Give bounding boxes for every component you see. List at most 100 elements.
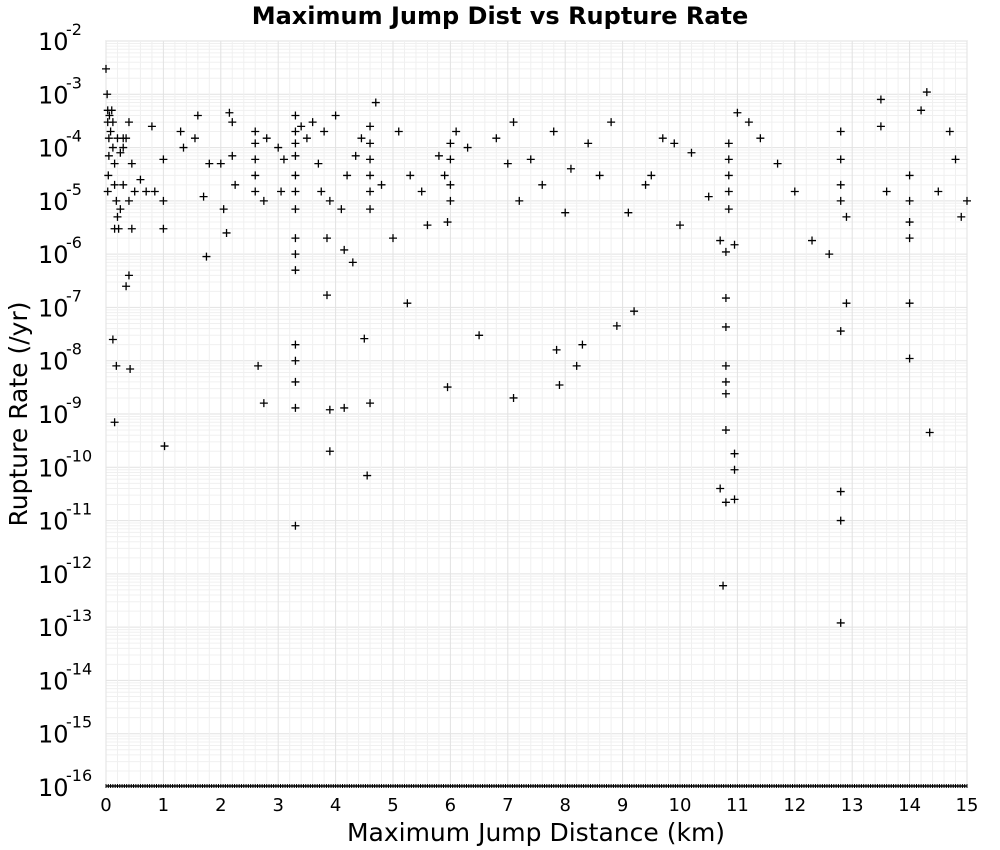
y-tick-label: 10: [38, 81, 69, 109]
y-tick-label: 10: [38, 188, 69, 216]
data-point: [670, 139, 679, 148]
data-point: [124, 196, 133, 205]
data-point: [159, 155, 168, 164]
data-point: [366, 139, 375, 148]
data-point: [366, 187, 375, 196]
data-point: [102, 64, 110, 73]
data-point: [106, 127, 115, 136]
data-point: [291, 403, 300, 412]
data-point: [721, 389, 730, 398]
data-point: [259, 196, 268, 205]
data-point: [446, 139, 455, 148]
data-point: [721, 361, 730, 370]
data-point: [443, 218, 452, 227]
data-point: [363, 471, 372, 480]
data-point: [515, 196, 524, 205]
data-point: [721, 498, 730, 507]
data-point: [394, 127, 403, 136]
data-point: [836, 327, 845, 336]
data-point: [366, 205, 375, 214]
data-point: [566, 164, 575, 173]
data-point: [366, 171, 375, 180]
data-point: [259, 399, 268, 408]
x-tick-label: 5: [387, 795, 398, 816]
data-point: [719, 581, 728, 590]
y-tick-label: 10: [38, 561, 69, 589]
data-point: [724, 171, 733, 180]
data-point: [190, 134, 199, 143]
data-point: [322, 291, 331, 300]
data-point: [641, 180, 650, 189]
data-point: [251, 139, 260, 148]
data-point: [104, 134, 113, 143]
data-point: [124, 271, 133, 280]
x-tick-label: 1: [158, 795, 169, 816]
data-point: [291, 187, 300, 196]
data-point: [251, 155, 260, 164]
data-point: [127, 159, 136, 168]
data-point: [159, 224, 168, 233]
data-point: [340, 245, 349, 254]
data-point: [308, 118, 317, 127]
data-point: [216, 159, 225, 168]
data-point: [842, 299, 851, 308]
data-point: [104, 171, 113, 180]
data-point: [836, 127, 845, 136]
x-tick-label: 9: [617, 795, 628, 816]
data-point: [231, 180, 240, 189]
data-point: [251, 187, 260, 196]
data-point: [389, 234, 397, 243]
data-point: [219, 205, 228, 214]
x-tick-label: 8: [559, 795, 570, 816]
data-point: [291, 205, 300, 214]
data-point: [905, 218, 914, 227]
y-tick-label: 10: [38, 401, 69, 429]
data-point: [730, 449, 739, 458]
data-point: [291, 139, 300, 148]
data-point: [945, 127, 954, 136]
x-tick-label: 2: [215, 795, 226, 816]
data-point: [110, 418, 119, 427]
data-point: [337, 205, 346, 214]
data-point: [119, 134, 128, 143]
data-point: [291, 234, 300, 243]
data-point: [291, 266, 300, 275]
data-point: [291, 377, 300, 386]
data-point: [114, 224, 123, 233]
x-tick-label: 7: [502, 795, 513, 816]
x-tick-label: 6: [445, 795, 456, 816]
data-point: [366, 122, 375, 131]
data-point: [724, 187, 733, 196]
data-point: [291, 356, 300, 365]
data-point: [756, 134, 765, 143]
data-point: [630, 307, 639, 316]
data-point: [526, 155, 535, 164]
data-point: [228, 151, 237, 160]
data-point: [225, 108, 234, 117]
data-point: [291, 151, 300, 160]
data-point: [116, 148, 125, 157]
data-point: [578, 340, 587, 349]
data-point: [595, 171, 604, 180]
x-tick-label: 3: [272, 795, 283, 816]
data-point: [836, 516, 845, 525]
data-point: [561, 208, 570, 217]
data-point: [351, 151, 360, 160]
data-point: [905, 299, 914, 308]
data-point: [549, 127, 558, 136]
data-point: [922, 88, 931, 97]
data-point: [274, 143, 283, 152]
y-tick-label: 10: [38, 774, 69, 802]
data-point: [325, 405, 334, 414]
data-point: [917, 106, 926, 115]
data-point: [730, 465, 739, 474]
data-point: [193, 111, 202, 120]
data-point: [730, 240, 739, 249]
data-point: [343, 171, 352, 180]
data-point: [105, 111, 114, 120]
y-tick-exponent: -4: [66, 127, 82, 146]
data-point: [403, 299, 412, 308]
data-point: [108, 143, 117, 152]
data-point: [724, 139, 733, 148]
data-point: [130, 187, 139, 196]
